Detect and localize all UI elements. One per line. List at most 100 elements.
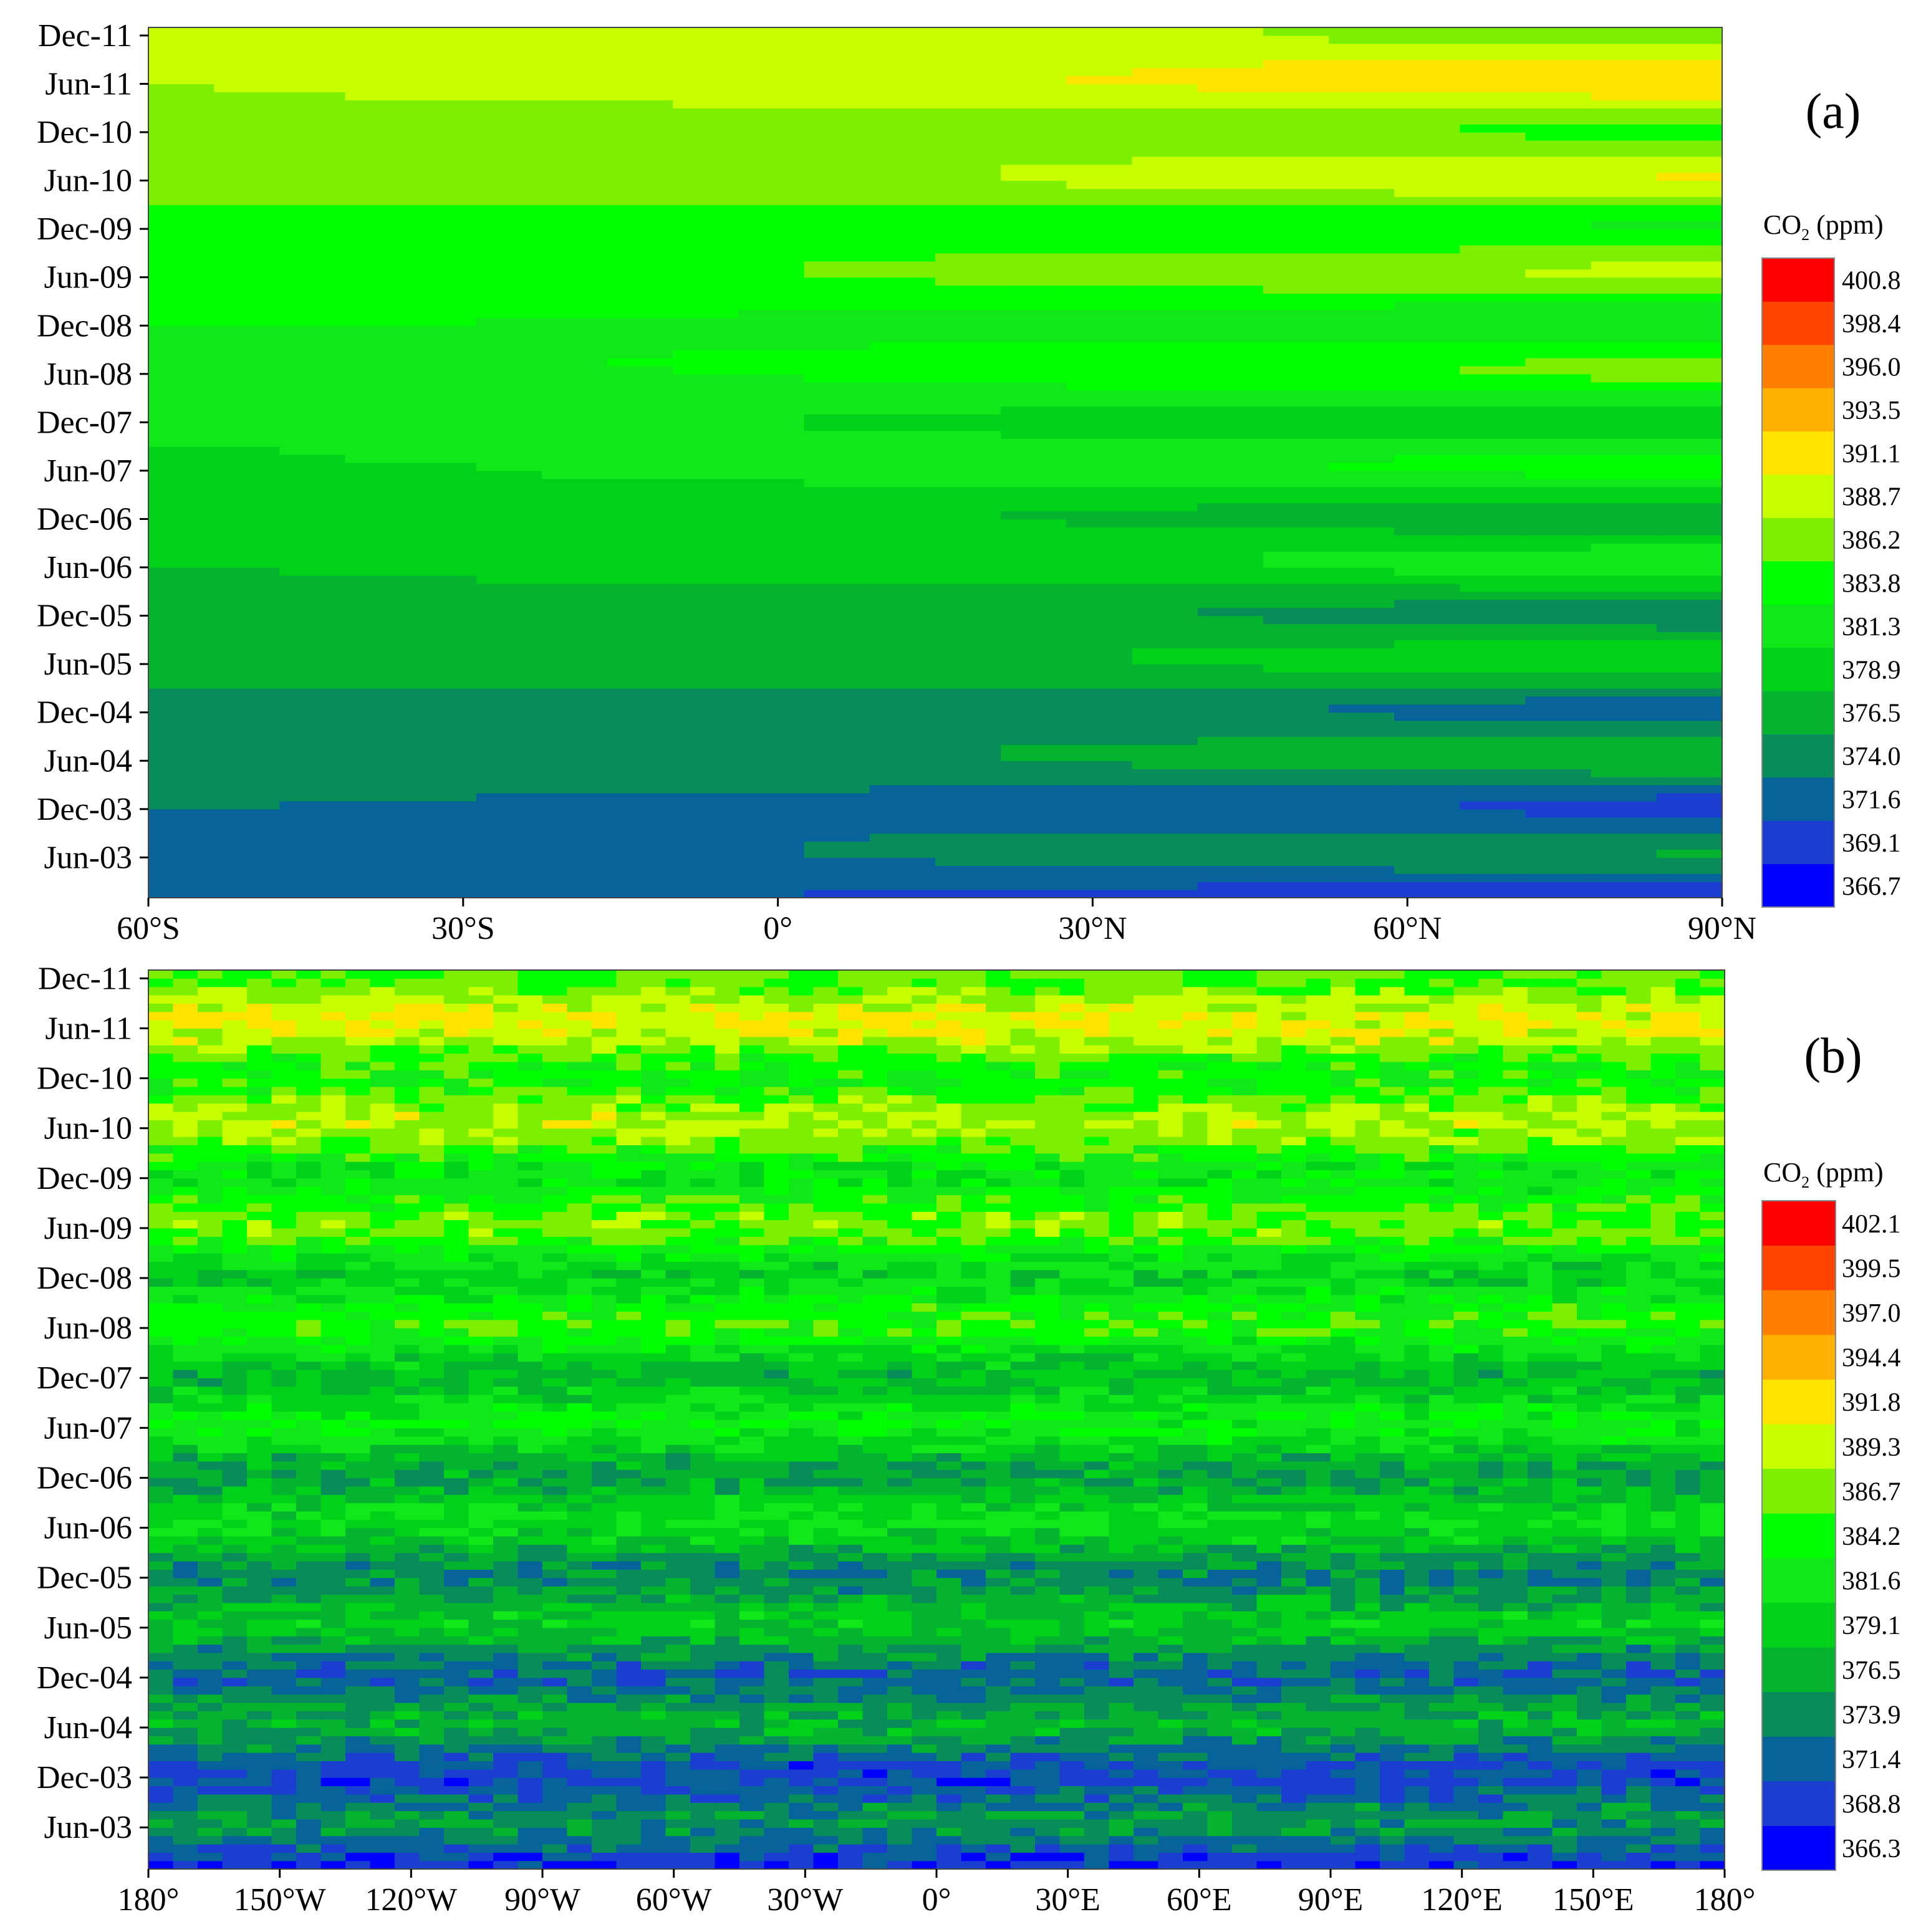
heatmap-cell	[1329, 237, 1395, 246]
heatmap-cell	[673, 196, 739, 205]
heatmap-cell	[715, 1577, 740, 1587]
heatmap-cell	[1263, 116, 1329, 125]
heatmap-cell	[1552, 1669, 1577, 1678]
heatmap-cell	[887, 1577, 913, 1587]
heatmap-cell	[1263, 777, 1329, 786]
heatmap-cell	[641, 1619, 667, 1628]
heatmap-cell	[542, 1627, 568, 1636]
heatmap-cell	[738, 543, 805, 552]
heatmap-cell	[986, 1752, 1011, 1762]
heatmap-cell	[222, 1652, 248, 1661]
heatmap-cell	[198, 1611, 223, 1620]
heatmap-cell	[738, 712, 805, 721]
heatmap-cell	[1281, 1569, 1307, 1579]
heatmap-cell	[1256, 1569, 1282, 1579]
heatmap-cell	[148, 59, 214, 69]
heatmap-cell	[813, 1744, 839, 1753]
heatmap-cell	[395, 1661, 420, 1670]
heatmap-cell	[869, 470, 936, 479]
heatmap-cell	[641, 1802, 667, 1812]
heatmap-cell	[279, 269, 346, 278]
heatmap-cell	[468, 1652, 494, 1661]
heatmap-cell	[296, 1686, 322, 1695]
heatmap-cell	[279, 43, 346, 52]
heatmap-cell	[673, 446, 739, 455]
heatmap-cell	[1525, 817, 1592, 826]
heatmap-cell	[214, 478, 280, 488]
heatmap-cell	[869, 519, 936, 528]
heatmap-cell	[370, 1860, 395, 1870]
heatmap-cell	[247, 1810, 272, 1820]
heatmap-cell	[789, 1702, 814, 1711]
heatmap-cell	[1256, 1752, 1282, 1762]
heatmap-cell	[148, 463, 214, 471]
heatmap-cell	[279, 478, 346, 488]
heatmap-cell	[476, 100, 542, 108]
heatmap-cell	[715, 1835, 740, 1845]
heatmap-cell	[869, 857, 936, 866]
heatmap-cell	[1207, 1611, 1233, 1620]
heatmap-cell	[1656, 334, 1723, 342]
heatmap-cell	[214, 736, 280, 746]
heatmap-cell	[1380, 1602, 1405, 1612]
heatmap-cell	[1109, 1728, 1134, 1736]
heatmap-cell	[1675, 1577, 1701, 1587]
heatmap-cell	[1591, 237, 1657, 246]
heatmap-cell	[1591, 140, 1657, 149]
heatmap-cell	[869, 188, 936, 198]
heatmap-cell	[410, 422, 477, 431]
heatmap-cell	[222, 1586, 248, 1595]
heatmap-cell	[1591, 261, 1657, 270]
heatmap-cell	[641, 1602, 667, 1612]
heatmap-cell	[542, 309, 608, 318]
heatmap-cell	[1675, 1802, 1701, 1812]
heatmap-cell	[444, 1702, 469, 1711]
heatmap-cell	[1591, 132, 1657, 141]
heatmap-cell	[935, 245, 1001, 254]
heatmap-cell	[1232, 1711, 1258, 1720]
heatmap-cell	[1525, 100, 1592, 108]
heatmap-cell	[1591, 511, 1657, 520]
heatmap-cell	[1263, 551, 1329, 560]
heatmap-cell	[271, 1835, 297, 1845]
heatmap-cell	[542, 172, 608, 181]
heatmap-cell	[1656, 785, 1723, 794]
heatmap-cell	[673, 470, 739, 479]
heatmap-cell	[592, 1744, 617, 1753]
heatmap-cell	[1010, 1719, 1036, 1728]
heatmap-cell	[1601, 1728, 1627, 1736]
heatmap-cell	[345, 357, 412, 367]
heatmap-cell	[1525, 752, 1592, 761]
heatmap-cell	[1656, 535, 1723, 544]
heatmap-cell	[1331, 1736, 1356, 1745]
heatmap-cell	[1256, 1586, 1282, 1595]
heatmap-cell	[567, 1769, 592, 1778]
heatmap-cell	[476, 325, 542, 334]
heatmap-cell	[1010, 1761, 1036, 1770]
heatmap-cell	[665, 1619, 691, 1628]
colorbar-label: 396.0	[1842, 353, 1901, 382]
heatmap-cell	[869, 124, 936, 133]
heatmap-cell	[148, 567, 214, 576]
heatmap-cell	[1084, 1719, 1110, 1728]
heatmap-cell	[1394, 607, 1460, 617]
heatmap-cell	[567, 1619, 592, 1628]
heatmap-cell	[1263, 809, 1329, 818]
heatmap-cell	[345, 623, 412, 633]
heatmap-cell	[739, 1702, 765, 1711]
heatmap-cell	[1460, 422, 1526, 431]
heatmap-cell	[607, 342, 673, 350]
heatmap-cell	[690, 1677, 716, 1686]
heatmap-cell	[410, 430, 477, 439]
heatmap-cell	[1577, 1852, 1602, 1862]
heatmap-cell	[592, 1627, 617, 1636]
heatmap-cell	[1183, 1569, 1208, 1579]
heatmap-cell	[1134, 1752, 1159, 1762]
heatmap-cell	[1460, 325, 1526, 334]
heatmap-cell	[1591, 583, 1657, 592]
heatmap-cell	[1197, 252, 1264, 262]
heatmap-cell	[476, 688, 542, 697]
heatmap-cell	[1503, 1652, 1528, 1661]
heatmap-cell	[1394, 551, 1460, 560]
heatmap-cell	[1656, 454, 1723, 463]
